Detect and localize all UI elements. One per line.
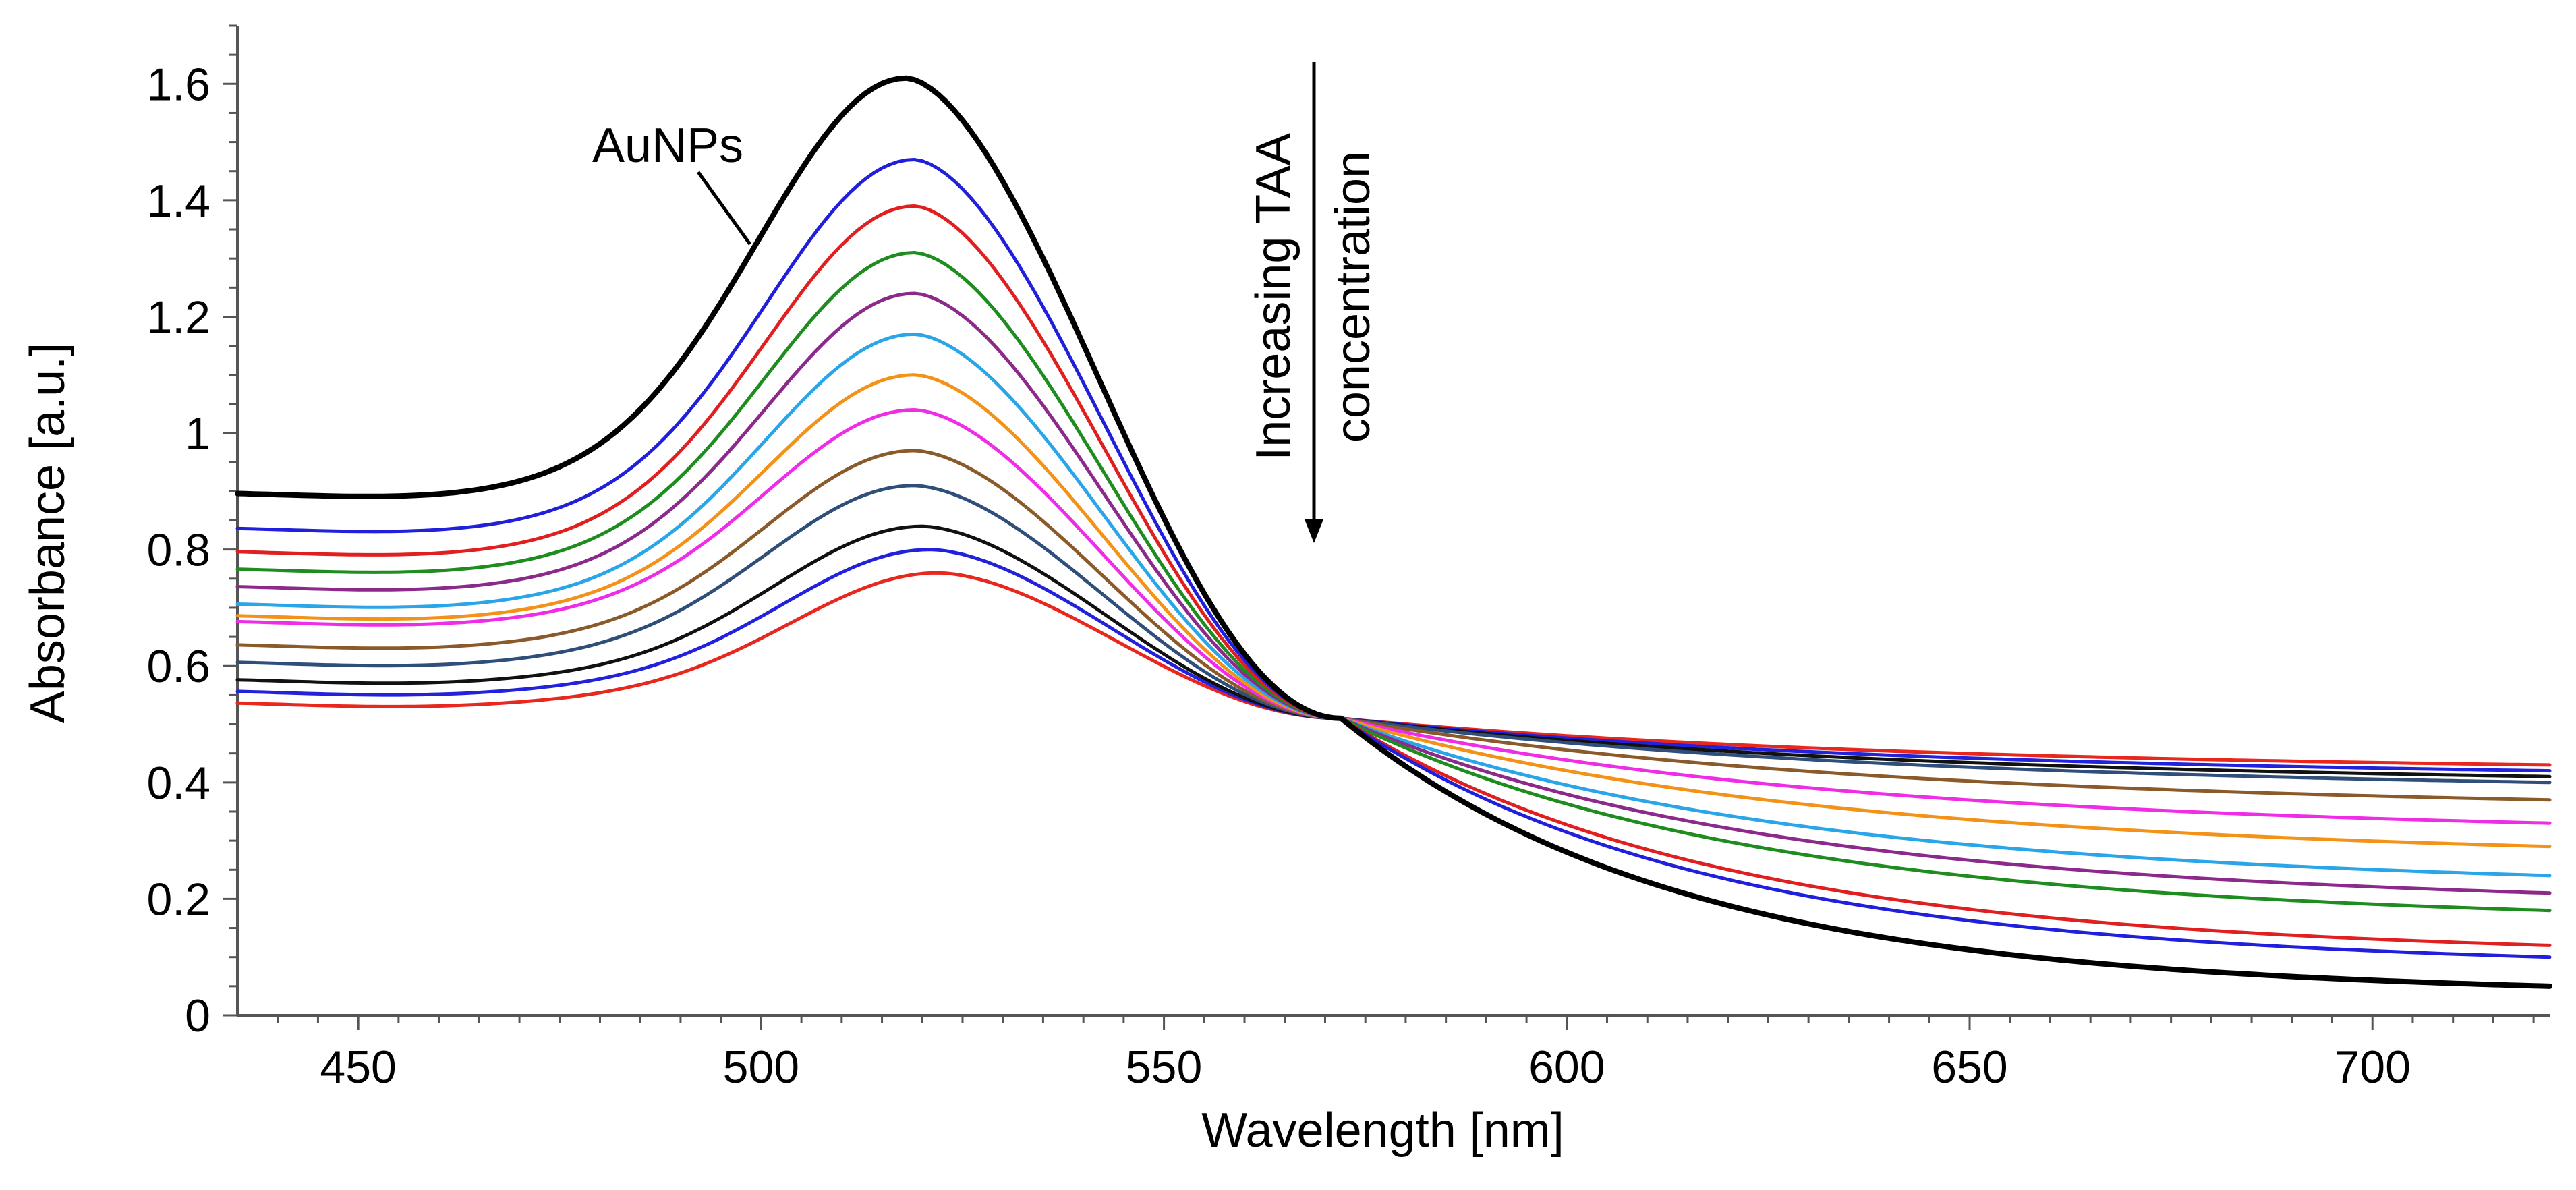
series-line-taa-3 [235,251,2552,913]
x-tick-label: 450 [320,1042,396,1093]
y-tick-label: 1.2 [146,291,210,343]
y-tick-label: 1.6 [146,59,210,110]
x-tick-label: 700 [2334,1042,2410,1093]
series-line-taa-1 [235,158,2552,959]
aunps-label: AuNPs [592,119,743,173]
series-line-aunps [235,75,2552,989]
series-line-taa-7 [235,408,2552,825]
y-tick-label: 0.6 [146,641,210,692]
aunps-annotation: AuNPs [592,119,752,246]
y-tick-label: 0.8 [146,525,210,576]
series-line-taa-4 [235,291,2552,895]
y-tick-label: 0.4 [146,758,210,809]
axes [236,26,2550,1017]
down-arrow-icon [1305,519,1323,543]
x-tick-label: 550 [1126,1042,1202,1093]
y-tick-label: 1.4 [146,175,210,227]
y-tick-label: 1 [185,408,210,459]
series-line-taa-2 [235,204,2552,947]
series-line-taa-9 [235,484,2552,785]
concentration-arrow-annotation: Increasing TAA concentration [1247,62,1380,543]
x-axis-title: Wavelength [nm] [1201,1104,1564,1158]
spectra-series [235,75,2552,989]
series-line-taa-8 [235,449,2552,802]
tick-labels: 0 0.2 0.4 0.6 0.8 1 1.2 1.4 1.6 450 500 550 600 650 70… [146,59,2410,1093]
x-tick-label: 600 [1528,1042,1605,1093]
x-tick-label: 500 [723,1042,799,1093]
series-line-taa-6 [235,373,2552,849]
tick-marks [223,24,2535,1030]
aunps-leader-line [696,171,752,246]
arrow-label-line2: concentration [1326,151,1380,443]
x-tick-label: 650 [1931,1042,2007,1093]
arrow-label-line1: Increasing TAA [1247,133,1300,461]
y-axis-title: Absorbance [a.u.] [21,343,75,723]
y-tick-label: 0.2 [146,874,210,925]
y-tick-label: 0 [185,990,210,1042]
series-line-taa-5 [235,332,2552,878]
